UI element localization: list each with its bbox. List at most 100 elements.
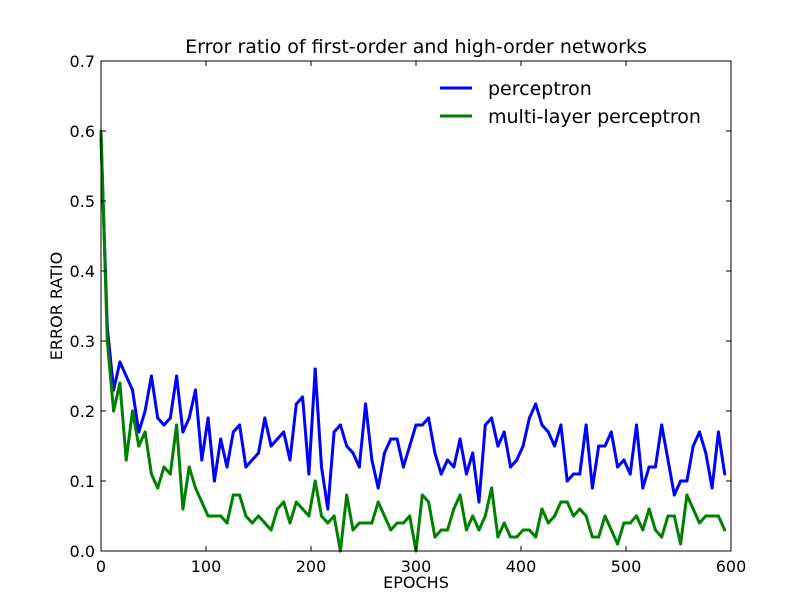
data-point-multi-layer-perceptron [118, 381, 122, 385]
data-point-perceptron [345, 444, 349, 448]
data-point-perceptron [584, 423, 588, 427]
data-point-multi-layer-perceptron [609, 528, 613, 532]
y-tick-label: 0.7 [70, 52, 95, 71]
series-layer [99, 129, 727, 553]
data-point-multi-layer-perceptron [320, 514, 323, 518]
y-tick-label: 0.5 [70, 192, 95, 211]
data-point-multi-layer-perceptron [376, 500, 380, 504]
data-point-perceptron [250, 458, 254, 462]
data-point-perceptron [376, 486, 380, 490]
data-point-multi-layer-perceptron [168, 472, 172, 476]
y-tick-label: 0.6 [70, 122, 95, 141]
data-point-multi-layer-perceptron [672, 514, 676, 518]
data-point-perceptron [257, 451, 260, 455]
data-point-perceptron [351, 451, 355, 455]
data-point-perceptron [219, 437, 223, 441]
data-point-perceptron [427, 416, 431, 420]
data-point-multi-layer-perceptron [546, 521, 550, 525]
series-line-perceptron [99, 137, 727, 511]
data-point-perceptron [439, 472, 443, 476]
data-point-multi-layer-perceptron [446, 528, 449, 532]
data-point-perceptron [691, 444, 695, 448]
data-point-multi-layer-perceptron [212, 514, 216, 518]
data-point-perceptron [647, 465, 651, 469]
data-point-multi-layer-perceptron [597, 535, 601, 539]
data-point-multi-layer-perceptron [578, 507, 582, 511]
data-point-perceptron [326, 507, 330, 511]
data-point-perceptron [679, 479, 683, 483]
data-point-multi-layer-perceptron [439, 528, 443, 532]
data-point-perceptron [313, 367, 317, 371]
data-point-perceptron [471, 451, 475, 455]
data-point-multi-layer-perceptron [200, 500, 204, 504]
series-line-multi-layer-perceptron [99, 130, 727, 553]
data-point-perceptron [590, 486, 594, 490]
data-point-multi-layer-perceptron [238, 493, 242, 497]
data-point-perceptron [464, 472, 468, 476]
data-point-perceptron [477, 500, 481, 504]
data-point-multi-layer-perceptron [257, 514, 260, 518]
data-point-multi-layer-perceptron [389, 528, 393, 532]
data-point-multi-layer-perceptron [175, 423, 179, 427]
data-point-multi-layer-perceptron [124, 458, 128, 462]
y-tick-label: 0.2 [70, 402, 95, 421]
data-point-perceptron [483, 423, 487, 427]
chart-title: Error ratio of first-order and high-orde… [185, 36, 647, 58]
data-point-multi-layer-perceptron [666, 514, 670, 518]
data-point-perceptron [357, 465, 361, 469]
data-point-perceptron [275, 437, 279, 441]
data-point-perceptron [685, 479, 689, 483]
data-point-perceptron [206, 416, 210, 420]
data-point-perceptron [124, 374, 128, 378]
legend: perceptron multi-layer perceptron [440, 78, 701, 128]
x-tick-label: 100 [191, 557, 222, 576]
data-point-multi-layer-perceptron [471, 514, 475, 518]
data-point-multi-layer-perceptron [275, 507, 279, 511]
data-point-perceptron [149, 374, 153, 378]
data-point-multi-layer-perceptron [603, 514, 607, 518]
data-point-multi-layer-perceptron [131, 409, 134, 413]
data-point-perceptron [509, 465, 512, 469]
data-point-multi-layer-perceptron [401, 521, 405, 525]
data-point-multi-layer-perceptron [307, 514, 311, 518]
legend-label-multi-layer-perceptron: multi-layer perceptron [488, 106, 701, 128]
data-point-multi-layer-perceptron [565, 500, 569, 504]
data-point-perceptron [263, 416, 267, 420]
data-point-perceptron [565, 479, 569, 483]
data-point-multi-layer-perceptron [679, 542, 683, 546]
data-point-multi-layer-perceptron [477, 528, 481, 532]
data-point-multi-layer-perceptron [590, 535, 594, 539]
data-point-perceptron [401, 465, 405, 469]
data-point-perceptron [704, 451, 708, 455]
data-point-multi-layer-perceptron [357, 521, 361, 525]
data-point-perceptron [288, 458, 292, 462]
data-point-multi-layer-perceptron [149, 472, 153, 476]
data-point-multi-layer-perceptron [515, 535, 519, 539]
data-point-multi-layer-perceptron [647, 507, 651, 511]
data-point-perceptron [187, 416, 191, 420]
data-point-multi-layer-perceptron [181, 507, 185, 511]
data-point-multi-layer-perceptron [383, 514, 386, 518]
data-point-multi-layer-perceptron [584, 514, 588, 518]
data-point-multi-layer-perceptron [616, 542, 620, 546]
data-point-perceptron [301, 395, 305, 399]
data-point-perceptron [269, 444, 273, 448]
x-tick-label: 500 [611, 557, 642, 576]
data-point-perceptron [578, 472, 582, 476]
data-point-multi-layer-perceptron [219, 514, 223, 518]
data-point-perceptron [307, 472, 311, 476]
y-axis-label: ERROR RATIO [47, 252, 66, 360]
data-point-multi-layer-perceptron [143, 430, 147, 434]
data-point-perceptron [175, 374, 179, 378]
data-point-perceptron [370, 458, 374, 462]
data-point-perceptron [181, 430, 185, 434]
x-tick-label: 0 [96, 557, 106, 576]
data-point-perceptron [131, 388, 134, 392]
data-point-multi-layer-perceptron [194, 486, 197, 490]
data-point-multi-layer-perceptron [427, 500, 431, 504]
data-point-perceptron [420, 423, 424, 427]
data-point-multi-layer-perceptron [326, 521, 330, 525]
data-point-multi-layer-perceptron [105, 339, 109, 343]
